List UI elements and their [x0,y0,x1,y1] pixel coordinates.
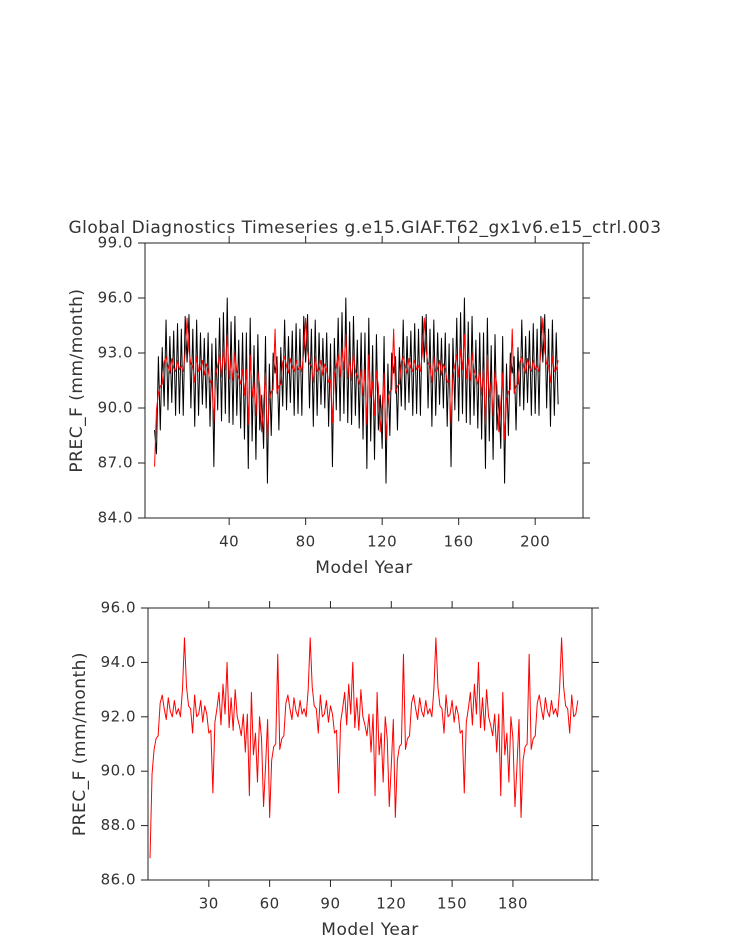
x-tick-label: 160 [444,533,474,551]
y-tick-label: 84.0 [98,509,133,527]
x-tick-label: 40 [219,533,239,551]
y-tick-label: 99.0 [98,234,133,252]
y-tick-label: 92.0 [101,707,136,725]
x-tick-label: 150 [437,895,467,913]
y-tick-label: 96.0 [101,599,136,617]
plot-frame [147,607,593,881]
y-tick-label: 93.0 [98,344,133,362]
x-tick-label: 60 [260,895,280,913]
x-axis-label: Model Year [315,558,412,578]
y-tick-label: 96.0 [98,289,133,307]
y-tick-label: 94.0 [101,653,136,671]
x-tick-label: 180 [498,895,528,913]
chart-title: Global Diagnostics Timeseries g.e15.GIAF… [68,218,661,238]
x-tick-label: 90 [320,895,340,913]
x-tick-label: 120 [367,533,397,551]
series-line [154,317,559,467]
y-tick-label: 87.0 [98,454,133,472]
x-tick-label: 30 [199,895,219,913]
y-tick-label: 88.0 [101,816,136,834]
y-tick-label: 90.0 [101,762,136,780]
y-tick-label: 90.0 [98,399,133,417]
y-tick-label: 86.0 [101,871,136,889]
plot-frame [144,242,584,519]
x-tick-label: 200 [520,533,550,551]
series-line [149,637,579,859]
y-axis-label: PREC_F (mm/month) [67,288,87,472]
y-axis-label: PREC_F (mm/month) [70,652,90,836]
x-tick-label: 80 [296,533,316,551]
series-line [154,297,559,484]
x-axis-label: Model Year [321,920,418,940]
x-tick-label: 120 [376,895,406,913]
